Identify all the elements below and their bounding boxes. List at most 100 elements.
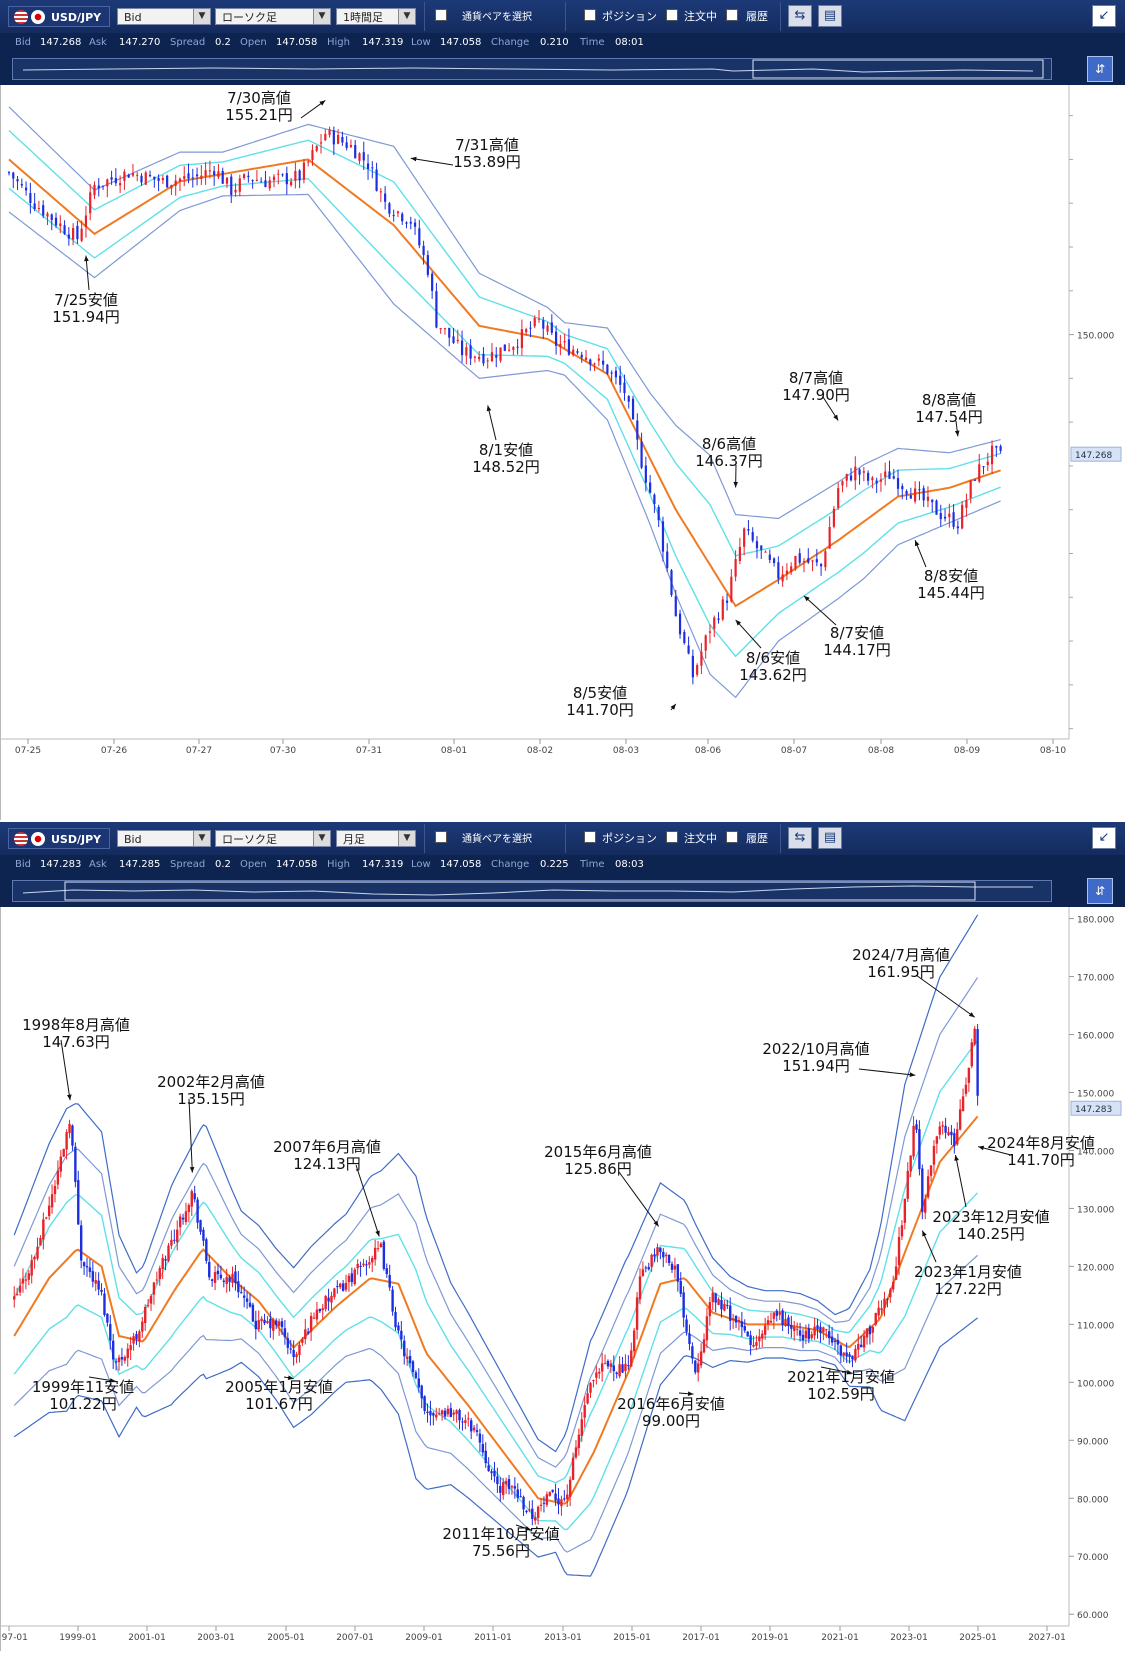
navigator-scrollbar[interactable] bbox=[12, 880, 1052, 902]
time-tick-label: 07-31 bbox=[356, 746, 382, 756]
candle-down bbox=[149, 175, 151, 176]
currency-pair-button[interactable]: USD/JPY bbox=[8, 828, 110, 849]
candle-down bbox=[199, 1220, 201, 1232]
annotation-price-label: 147.63円 bbox=[42, 1033, 110, 1051]
select-pair-checkbox[interactable] bbox=[435, 831, 447, 843]
candle-up bbox=[118, 1357, 120, 1362]
candle-down bbox=[671, 1264, 673, 1270]
candle-up bbox=[790, 566, 792, 572]
price-type-select[interactable]: Bid▼ bbox=[117, 830, 211, 847]
price-tick-label: 120.000 bbox=[1077, 1263, 1114, 1273]
candle-down bbox=[205, 1239, 207, 1261]
candle-down bbox=[685, 1319, 687, 1331]
window-layout-button[interactable]: ▤ bbox=[818, 5, 842, 27]
navigator-scrollbar[interactable] bbox=[12, 58, 1052, 80]
candle-down bbox=[237, 1281, 239, 1292]
annotation-arrow-line bbox=[804, 596, 836, 625]
orders-label: 注文中 bbox=[684, 830, 717, 846]
candle-down bbox=[243, 1296, 245, 1298]
candle-up bbox=[380, 191, 382, 192]
timeframe-select[interactable]: 月足▼ bbox=[336, 830, 416, 847]
candle-up bbox=[185, 1211, 187, 1222]
candle-down bbox=[429, 1411, 431, 1415]
candle-up bbox=[42, 1219, 44, 1239]
candle-up bbox=[467, 1418, 469, 1419]
price-tick-label: 90.000 bbox=[1077, 1437, 1109, 1447]
candle-down bbox=[115, 178, 117, 183]
candle-down bbox=[97, 1281, 99, 1290]
annotation-date-label: 8/8高値 bbox=[922, 391, 976, 409]
candle-up bbox=[39, 1238, 41, 1245]
candle-up bbox=[863, 471, 865, 473]
candle-up bbox=[13, 1296, 15, 1299]
candle-down bbox=[255, 1321, 257, 1329]
orders-checkbox[interactable] bbox=[666, 831, 678, 843]
candle-down bbox=[950, 1132, 952, 1135]
chart-type-select[interactable]: ローソク足▼ bbox=[215, 830, 331, 847]
candle-down bbox=[717, 619, 719, 620]
candle-up bbox=[956, 1129, 958, 1144]
candle-up bbox=[19, 1286, 21, 1293]
candle-up bbox=[95, 1280, 97, 1284]
time-tick-label: 2027-01 bbox=[1028, 1633, 1066, 1643]
timeframe-select[interactable]: 1時間足▼ bbox=[336, 8, 416, 25]
candle-up bbox=[978, 464, 980, 481]
price-tick-label: 100.000 bbox=[1077, 1379, 1114, 1389]
fit-chart-button[interactable]: ⇵ bbox=[1087, 878, 1113, 904]
history-checkbox[interactable] bbox=[726, 9, 738, 21]
swap-chart-button[interactable]: ⇆ bbox=[788, 5, 812, 27]
candle-down bbox=[342, 1283, 344, 1290]
minimize-chart-button[interactable]: ↙ bbox=[1092, 827, 1116, 849]
minimize-chart-button[interactable]: ↙ bbox=[1092, 5, 1116, 27]
candle-down bbox=[470, 345, 472, 358]
candle-up bbox=[703, 1339, 705, 1352]
candle-up bbox=[256, 180, 258, 181]
window-layout-button[interactable]: ▤ bbox=[818, 827, 842, 849]
candle-down bbox=[157, 178, 159, 181]
candle-down bbox=[213, 171, 215, 175]
candle-up bbox=[696, 665, 698, 675]
swap-chart-button[interactable]: ⇆ bbox=[788, 827, 812, 849]
candle-down bbox=[240, 1292, 242, 1293]
arrow-down-left-icon: ↙ bbox=[1099, 8, 1110, 23]
annotation-arrow-head bbox=[955, 431, 960, 437]
chart-toolbar: USD/JPY Bid▼ ローソク足▼ 月足▼ 通貨ペアを選択 ポジション 注文… bbox=[0, 822, 1125, 856]
candle-down bbox=[613, 1365, 615, 1371]
candle-down bbox=[388, 1275, 390, 1287]
candle-up bbox=[144, 1307, 146, 1323]
candle-down bbox=[470, 1420, 472, 1431]
candle-down bbox=[519, 1496, 521, 1497]
candle-down bbox=[92, 1271, 94, 1282]
expand-arrows-icon: ⇵ bbox=[1095, 62, 1105, 76]
candle-up bbox=[991, 446, 993, 464]
candle-up bbox=[188, 1205, 190, 1212]
candle-up bbox=[857, 1344, 859, 1350]
candle-down bbox=[423, 1396, 425, 1411]
candle-up bbox=[406, 1357, 408, 1359]
candle-down bbox=[915, 1124, 917, 1129]
currency-pair-button[interactable]: USD/JPY bbox=[8, 6, 110, 27]
monthly-candlestick-chart[interactable]: 180.000170.000160.000150.000140.000130.0… bbox=[1, 907, 1125, 1651]
chart-type-select[interactable]: ローソク足▼ bbox=[215, 8, 331, 25]
candle-down bbox=[682, 1292, 684, 1317]
candle-up bbox=[345, 1283, 347, 1290]
annotation-date-label: 2015年6月高値 bbox=[544, 1143, 652, 1161]
time-value: 08:03 bbox=[615, 859, 644, 870]
candle-up bbox=[25, 1279, 27, 1280]
navigator-window[interactable] bbox=[65, 882, 975, 900]
price-type-select[interactable]: Bid▼ bbox=[117, 8, 211, 25]
orders-checkbox[interactable] bbox=[666, 9, 678, 21]
candle-up bbox=[872, 1327, 874, 1333]
candle-down bbox=[953, 1133, 955, 1146]
candle-down bbox=[683, 632, 685, 643]
position-checkbox[interactable] bbox=[584, 9, 596, 21]
candle-up bbox=[525, 329, 527, 332]
history-checkbox[interactable] bbox=[726, 831, 738, 843]
position-checkbox[interactable] bbox=[584, 831, 596, 843]
select-pair-checkbox[interactable] bbox=[435, 9, 447, 21]
candle-up bbox=[833, 509, 835, 527]
fit-chart-button[interactable]: ⇵ bbox=[1087, 56, 1113, 82]
